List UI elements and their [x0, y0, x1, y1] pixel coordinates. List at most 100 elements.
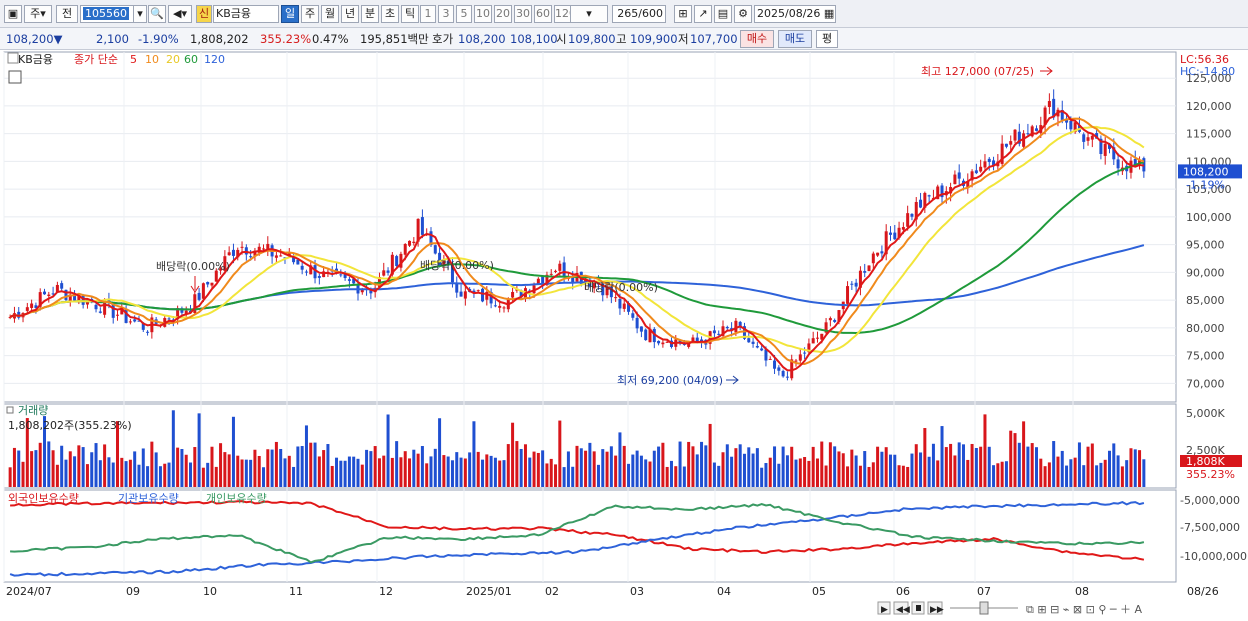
candle-body	[712, 330, 716, 334]
legend-toggle-icon[interactable]	[7, 52, 19, 64]
candle-body	[622, 303, 626, 309]
candle-body	[614, 297, 618, 299]
interval-button-2[interactable]: 5	[456, 5, 472, 23]
interval-dropdown[interactable]: ▾	[570, 5, 608, 23]
volume-bar	[931, 443, 935, 487]
volume-bar	[596, 464, 600, 487]
period-tab-0[interactable]: 일	[281, 5, 299, 23]
candle-body	[253, 250, 257, 256]
scroll-first-icon[interactable]	[893, 601, 909, 615]
holdings-tick-1: -5,000,000	[1180, 494, 1240, 507]
chart-grid	[3, 52, 1176, 582]
volume-bar	[300, 446, 304, 487]
candle-body	[55, 284, 59, 293]
zoom-slider-thumb[interactable]	[979, 601, 989, 615]
stock-name-input[interactable]: KB금융	[213, 5, 279, 23]
volume-bar	[674, 466, 678, 487]
toolbar-icons[interactable]: ⧉ ⊞ ⊟ ⌁ ⊠ ⊡ ⚲ ─ ＋ A	[1026, 603, 1142, 616]
volume-bar	[240, 459, 244, 487]
volume-bar	[219, 443, 223, 487]
period-tab-1[interactable]: 주	[301, 5, 319, 23]
interval-button-4[interactable]: 20	[494, 5, 512, 23]
high-label: 고	[616, 32, 627, 46]
settings-icon[interactable]: ⚙	[734, 5, 752, 23]
volume-bar	[730, 456, 734, 487]
volume-bar	[747, 447, 751, 487]
candle-body	[128, 321, 132, 323]
volume-bar	[1125, 460, 1129, 487]
stock-chart[interactable]: KB금융 종가 단순 5 10 20 60 120 LC:56.36 HC:-1…	[0, 50, 1248, 621]
period-tab-3[interactable]: 년	[341, 5, 359, 23]
candle-body	[485, 291, 489, 300]
date-input[interactable]: 2025/08/26 ▦	[754, 5, 836, 23]
volume-bar	[506, 444, 510, 487]
volume-bar	[665, 466, 669, 487]
volume-bar	[429, 456, 433, 487]
volume-bar	[339, 460, 343, 487]
candle-body	[98, 311, 102, 313]
volume-bar	[519, 448, 523, 487]
moving-averages	[9, 110, 1145, 372]
candle-body	[519, 290, 523, 298]
search-icon[interactable]: 🔍	[148, 5, 166, 23]
prev-button[interactable]: 전	[56, 5, 78, 23]
legend-ma60: 60	[184, 53, 198, 66]
scroll-right-icon[interactable]	[877, 601, 891, 615]
layout-icon[interactable]: ▣	[4, 5, 22, 23]
stock-code-input[interactable]: 105560	[80, 5, 146, 23]
speaker-icon[interactable]: ◀▾	[168, 5, 192, 23]
calculator-icon[interactable]	[8, 70, 22, 84]
ma-line-20	[9, 125, 1145, 354]
volume-toggle-icon[interactable]	[6, 406, 14, 414]
volume-bar	[60, 445, 64, 487]
period-tab-2[interactable]: 월	[321, 5, 339, 23]
current-price-box	[1178, 164, 1242, 179]
foreign-holdings-legend: 외국인보유수량	[8, 492, 79, 505]
period-tab-5[interactable]: 초	[381, 5, 399, 23]
volume-bar	[949, 443, 953, 487]
volume-bar	[897, 465, 901, 487]
interval-button-0[interactable]: 1	[420, 5, 436, 23]
candle-body	[463, 291, 467, 299]
interval-button-1[interactable]: 3	[438, 5, 454, 23]
volume-bar	[661, 442, 665, 487]
buy-button[interactable]: 매수	[740, 30, 774, 48]
volume-bar	[807, 460, 811, 487]
volume-bar	[8, 467, 12, 487]
volume-bar	[528, 457, 532, 487]
svg-text:▶▶: ▶▶	[930, 605, 944, 615]
candle-body	[111, 303, 115, 318]
volume-bar	[841, 453, 845, 487]
bid-label: 호가	[432, 32, 454, 46]
candle-body	[1103, 143, 1107, 156]
interval-button-6[interactable]: 60	[534, 5, 552, 23]
period-tab-6[interactable]: 틱	[401, 5, 419, 23]
volume-bar	[468, 452, 472, 487]
candle-body	[790, 359, 794, 379]
count-input[interactable]: 265/600	[612, 5, 666, 23]
volume-bar	[1060, 450, 1064, 487]
current-price-pct: -1.19%	[1186, 178, 1225, 191]
volume-bar	[120, 457, 124, 487]
crosshair-icon[interactable]: ⊞	[674, 5, 692, 23]
volume-bar	[1073, 457, 1077, 487]
candle-body	[871, 253, 875, 264]
candle-body	[309, 265, 313, 275]
volume-bar	[1133, 449, 1137, 487]
line-tool-icon[interactable]: ↗	[694, 5, 712, 23]
volume-bar	[760, 467, 764, 487]
scroll-last-icon[interactable]	[927, 601, 943, 615]
candle-body	[395, 256, 399, 267]
period-tab-4[interactable]: 분	[361, 5, 379, 23]
interval-button-3[interactable]: 10	[474, 5, 492, 23]
sell-button[interactable]: 매도	[778, 30, 812, 48]
volume-bar	[798, 458, 802, 487]
candle-body	[292, 255, 296, 263]
print-icon[interactable]: ▤	[714, 5, 732, 23]
interval-button-5[interactable]: 30	[514, 5, 532, 23]
candle-body	[536, 278, 540, 284]
chart-type-select[interactable]: 주▾	[24, 5, 52, 23]
volume-bar	[317, 456, 321, 487]
code-dropdown-icon[interactable]: ▾	[133, 5, 147, 23]
eval-button[interactable]: 평	[816, 30, 838, 48]
